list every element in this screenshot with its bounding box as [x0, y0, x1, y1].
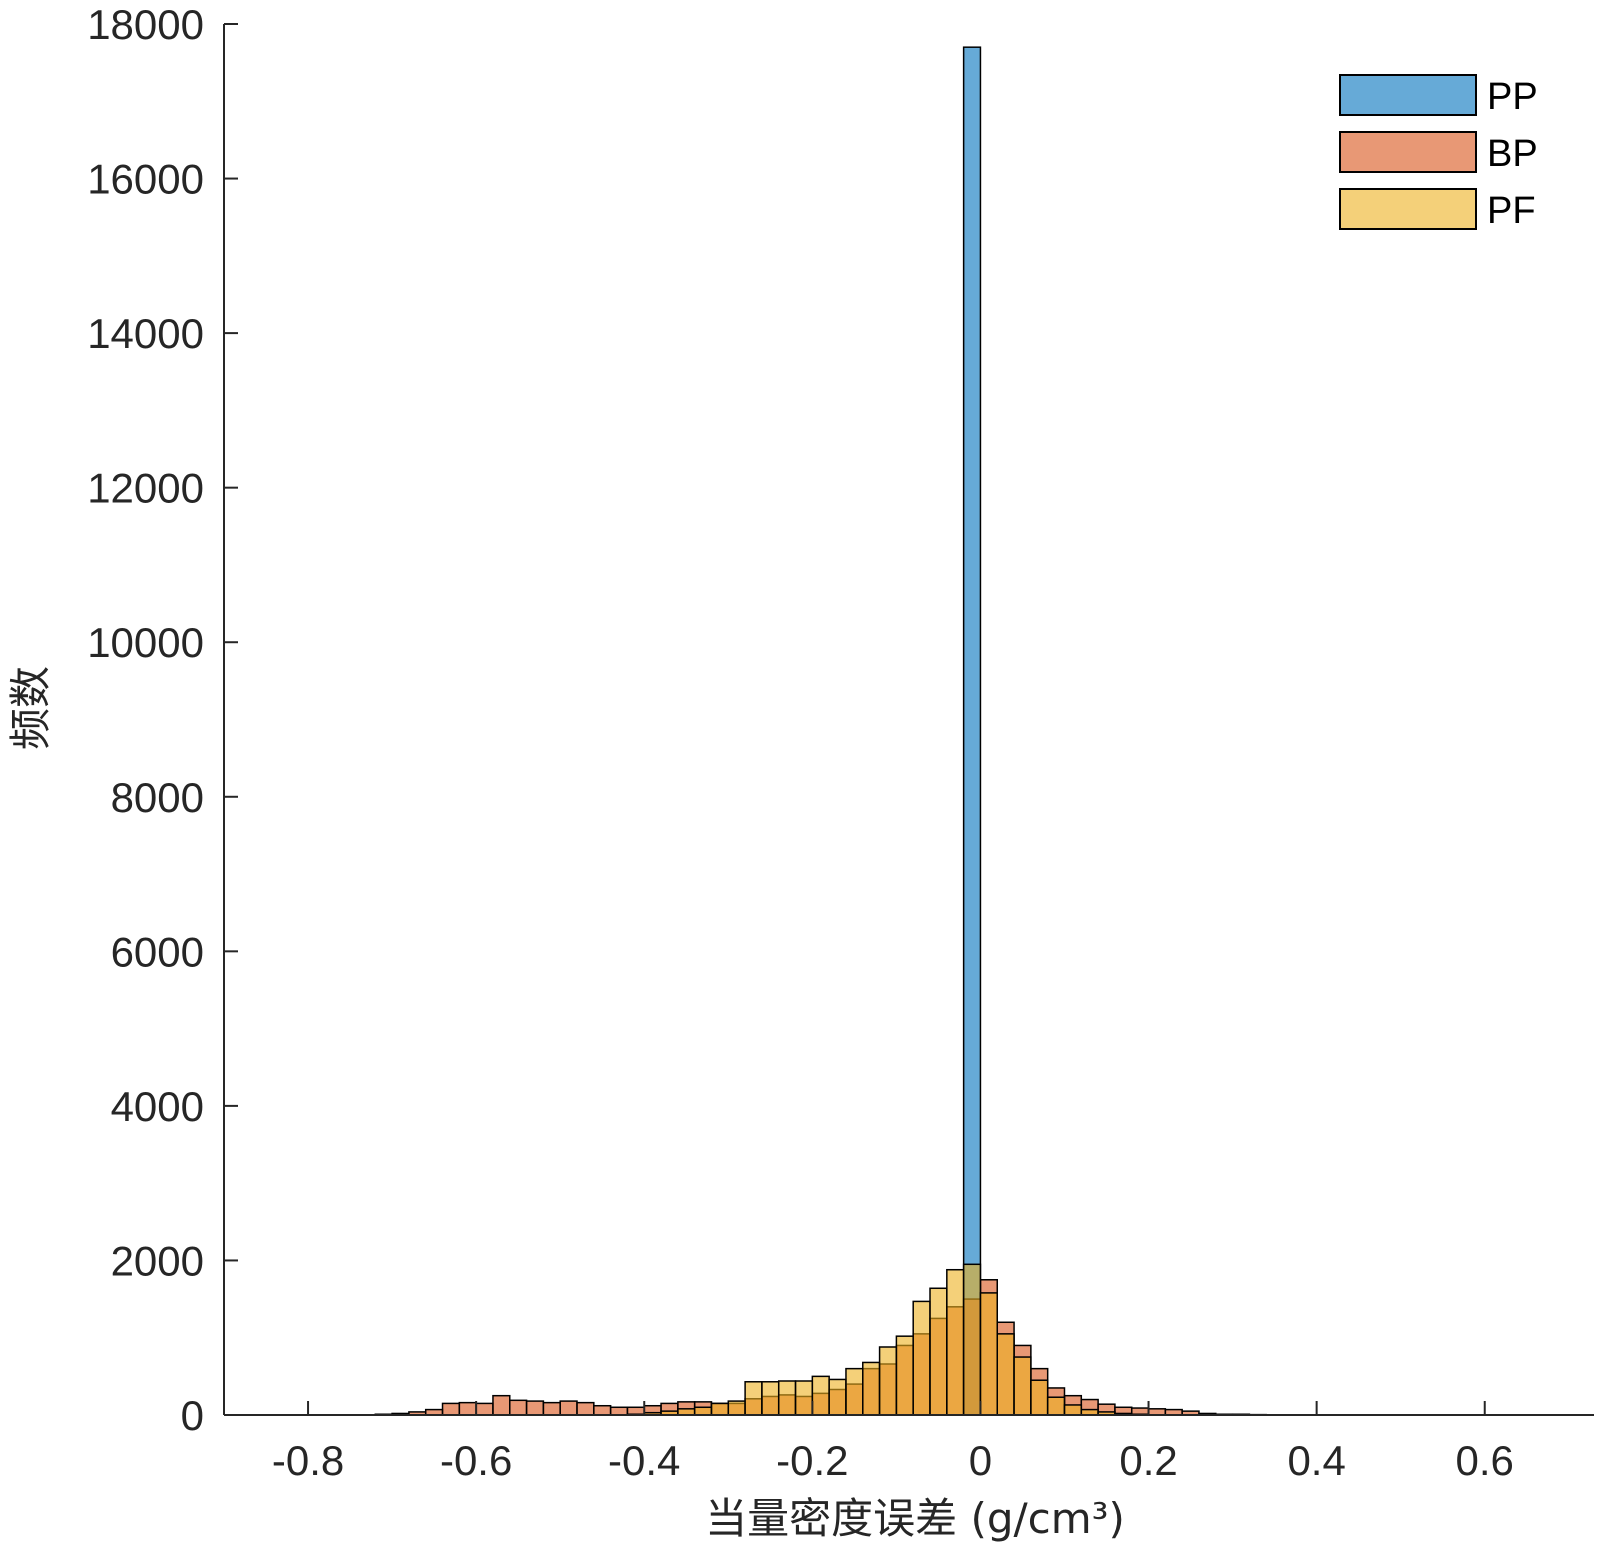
bar-pf-11: [811, 1375, 830, 1416]
series-pf: [626, 1263, 1150, 1416]
bar-pf-24: [1030, 1379, 1049, 1416]
legend-swatch-pf: [1339, 188, 1477, 230]
series-pp: [962, 46, 982, 1416]
legend-swatch-bp: [1339, 131, 1477, 173]
bar-pf-22: [996, 1333, 1015, 1416]
legend-label-pp: PP: [1487, 76, 1538, 118]
y-tick-label: 10000: [87, 619, 204, 666]
bar-pf-5: [710, 1402, 730, 1416]
y-tick-label: 6000: [111, 928, 204, 975]
bar-pf-4: [693, 1406, 713, 1416]
legend: PP BP PF: [1339, 74, 1538, 232]
bar-pf-12: [828, 1378, 847, 1416]
x-tick-label: -0.6: [440, 1437, 512, 1484]
bar-pf-26: [1063, 1404, 1083, 1416]
bar-pf-15: [878, 1346, 898, 1416]
bar-bp-13: [593, 1404, 612, 1416]
y-tick-label: 8000: [111, 774, 204, 821]
bar-pf-19: [946, 1268, 965, 1416]
legend-label-pf: PF: [1487, 190, 1536, 232]
axes: 0 2000 4000 6000 8000 10000 12000 14000 16000 180…: [87, 1, 1594, 1484]
bar-bp-5: [458, 1401, 477, 1416]
bar-bp-12: [576, 1401, 595, 1416]
bar-bp-6: [475, 1402, 494, 1416]
legend-swatch-pp: [1339, 74, 1477, 116]
y-tick-label: 4000: [111, 1083, 204, 1130]
bar-pf-8: [761, 1381, 780, 1416]
x-tick-label: -0.2: [776, 1437, 848, 1484]
bar-bp-4: [441, 1402, 461, 1416]
x-tick-label: 0.6: [1456, 1437, 1514, 1484]
x-tick-label: 0.4: [1287, 1437, 1345, 1484]
bar-bp-7: [492, 1394, 511, 1416]
bar-pp-0: [962, 46, 982, 1416]
bar-pf-14: [862, 1361, 881, 1416]
bar-bp-9: [525, 1400, 545, 1416]
bar-bp-14: [609, 1406, 629, 1416]
y-tick-label: 12000: [87, 465, 204, 512]
y-axis-label: 频数: [6, 666, 55, 750]
y-tick-label: 0: [181, 1392, 204, 1439]
bar-bp-11: [559, 1400, 578, 1416]
bar-pf-20: [962, 1263, 982, 1416]
bar-pf-23: [1013, 1356, 1032, 1416]
y-tick-label: 2000: [111, 1237, 204, 1284]
x-tick-label: -0.4: [608, 1437, 680, 1484]
histogram-bars: [374, 46, 1267, 1416]
bar-bp-8: [509, 1399, 528, 1416]
bar-pf-10: [794, 1380, 814, 1416]
x-tick-label: -0.8: [272, 1437, 344, 1484]
bar-pf-16: [895, 1335, 914, 1416]
bar-pf-13: [845, 1367, 864, 1416]
x-tick-label: 0: [969, 1437, 992, 1484]
legend-label-bp: BP: [1487, 133, 1538, 175]
bar-pf-9: [777, 1380, 797, 1416]
bar-pf-25: [1046, 1396, 1066, 1416]
bar-pf-18: [929, 1287, 948, 1416]
bar-pf-7: [744, 1381, 763, 1416]
y-tick-label: 16000: [87, 156, 204, 203]
x-axis-label: 当量密度误差 (g/cm³): [705, 1494, 1125, 1543]
bar-bp-10: [542, 1401, 561, 1416]
bar-pf-6: [727, 1400, 746, 1416]
x-tick-label: 0.2: [1119, 1437, 1177, 1484]
bar-pf-17: [912, 1300, 931, 1416]
y-tick-label: 18000: [87, 1, 204, 48]
bar-pf-21: [979, 1292, 999, 1416]
y-tick-label: 14000: [87, 310, 204, 357]
